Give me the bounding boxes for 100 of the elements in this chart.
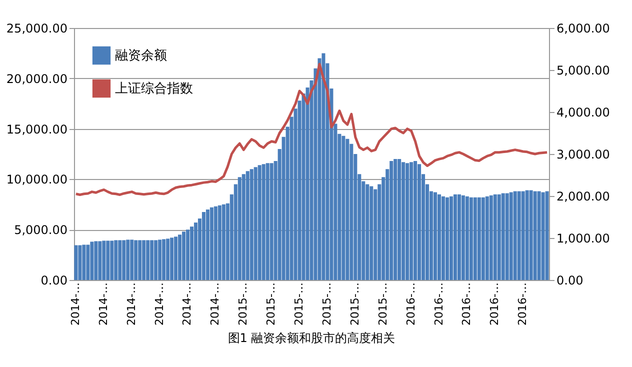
bar [342, 136, 346, 280]
bar [218, 205, 222, 280]
y2-tick-label: 6,000.00 [556, 22, 610, 36]
bar [206, 209, 210, 280]
bar [74, 245, 78, 280]
bar [406, 163, 410, 280]
x-tick-label: 2015-… [320, 282, 334, 326]
bar [537, 191, 541, 280]
bar [402, 162, 406, 280]
bar [418, 164, 422, 280]
bar [461, 195, 465, 280]
bar [457, 194, 461, 280]
bar [529, 190, 533, 280]
y-tick-label: 10,000.00 [6, 172, 68, 187]
bar [509, 192, 513, 280]
bar [505, 193, 509, 280]
bar [465, 196, 469, 280]
bar [78, 245, 82, 280]
bar [110, 240, 114, 280]
x-tick-label: 2015-… [264, 282, 278, 326]
bar [489, 195, 493, 280]
bar [202, 212, 206, 280]
bar [469, 197, 473, 280]
bar [162, 239, 166, 280]
bar [497, 194, 501, 280]
bar [370, 186, 374, 280]
y2-tick-label: 5,000.00 [556, 64, 610, 78]
bar [242, 174, 246, 280]
bar [210, 207, 214, 280]
y-tick-label: 15,000.00 [6, 122, 68, 136]
bar [146, 240, 150, 280]
bar [517, 191, 521, 280]
bar [154, 240, 158, 280]
bar [194, 222, 198, 280]
bar [190, 226, 194, 280]
bar [322, 53, 326, 280]
y2-tick-label: 2,000.00 [556, 190, 610, 204]
bar [410, 162, 414, 280]
bar [449, 196, 453, 280]
bar [118, 240, 122, 280]
bar [545, 191, 549, 280]
bar [178, 234, 182, 280]
bar [521, 191, 525, 280]
bar [182, 232, 186, 280]
legend-label: 上证综合指数 [115, 82, 193, 96]
x-tick-label: 2016-… [460, 282, 474, 326]
bar [186, 230, 190, 280]
bar [114, 240, 118, 280]
x-tick-label: 2014-… [208, 282, 222, 326]
bar [150, 240, 154, 280]
x-tick-label: 2015-… [376, 282, 390, 326]
bar [106, 240, 110, 280]
bar [134, 240, 138, 280]
bar [258, 165, 262, 280]
y-tick-label: 20,000.00 [6, 72, 68, 86]
y-tick-label: 5,000.00 [14, 223, 68, 238]
bar [82, 244, 86, 280]
y2-tick-label: 0.00 [556, 274, 584, 288]
bar [86, 244, 90, 280]
bar [501, 193, 505, 280]
bar [434, 192, 438, 280]
bar [525, 190, 529, 280]
bar [477, 197, 481, 280]
bar [238, 177, 242, 280]
bar [262, 164, 266, 280]
bar [158, 240, 162, 280]
bar [222, 204, 226, 280]
bar [453, 194, 457, 280]
y-tick-label: 0.00 [40, 274, 68, 288]
bar [174, 236, 178, 280]
x-tick-label: 2014-… [124, 282, 138, 326]
bar [246, 171, 250, 280]
bar [270, 163, 274, 280]
x-tick-label: 2014-… [152, 282, 166, 326]
x-tick-label: 2016-… [432, 282, 446, 326]
x-tick-label: 2014-… [180, 282, 194, 326]
bar [214, 206, 218, 280]
x-tick-label: 2014-… [68, 282, 82, 326]
bar [166, 238, 170, 280]
bar [254, 167, 258, 280]
bar [533, 191, 537, 280]
bar [414, 161, 418, 280]
x-tick-label: 2014-… [96, 282, 110, 326]
bar [170, 238, 174, 280]
y-tick-label: 25,000.00 [6, 22, 68, 36]
bar [485, 196, 489, 280]
bar [493, 194, 497, 280]
bar [102, 240, 106, 280]
x-tick-label: 2015-… [292, 282, 306, 326]
x-tick-label: 2015-… [348, 282, 362, 326]
bar [513, 191, 517, 280]
x-tick-label: 2016-… [404, 282, 418, 326]
bar [346, 138, 350, 280]
bar [90, 242, 94, 280]
bar [138, 240, 142, 280]
bar [126, 240, 130, 280]
bar [441, 196, 445, 280]
bar [94, 241, 98, 280]
bar [437, 194, 442, 280]
bar [250, 169, 254, 280]
